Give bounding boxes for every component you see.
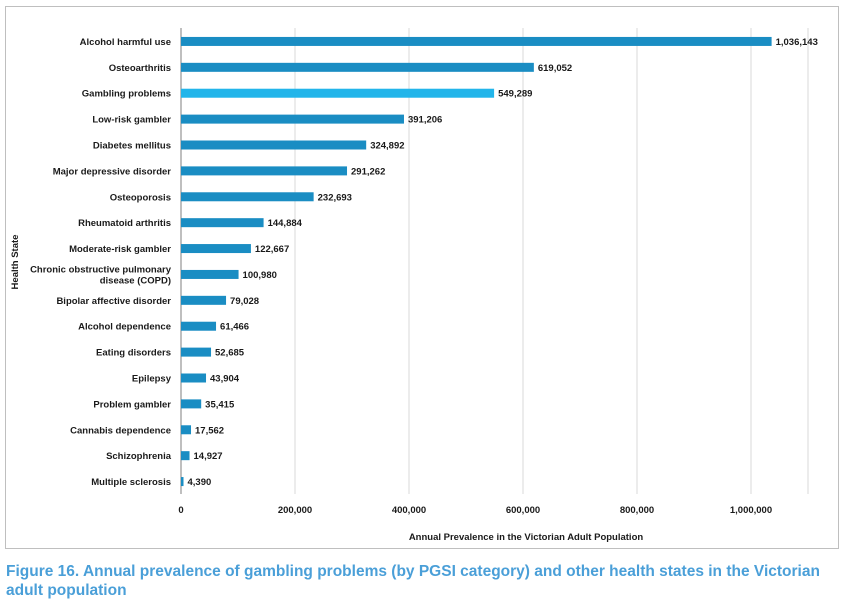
- data-label: 122,667: [255, 244, 289, 255]
- category-label: Alcohol harmful use: [80, 37, 171, 48]
- bar: [181, 321, 217, 331]
- bar: [181, 88, 495, 98]
- category-label: Bipolar affective disorder: [56, 296, 171, 307]
- y-axis-title: Health State: [10, 235, 21, 290]
- bar-chart: Alcohol harmful use Osteoarthritis Gamblin…: [10, 28, 818, 543]
- bar: [181, 269, 239, 279]
- data-label: 1,036,143: [776, 37, 818, 48]
- category-label: Alcohol dependence: [78, 322, 171, 333]
- data-label: 619,052: [538, 63, 572, 74]
- category-label: Epilepsy: [132, 374, 172, 385]
- x-tick-label: 400,000: [392, 505, 426, 516]
- category-label: Rheumatoid arthritis: [78, 218, 171, 229]
- bar: [181, 295, 227, 305]
- x-tick-label: 600,000: [506, 505, 540, 516]
- bars: [181, 36, 772, 487]
- data-label: 4,390: [188, 477, 212, 488]
- bar: [181, 425, 192, 435]
- category-label: Diabetes mellitus: [93, 141, 171, 152]
- bar: [181, 399, 202, 409]
- category-label: Gambling problems: [82, 89, 171, 100]
- data-label: 324,892: [370, 141, 404, 152]
- category-label: Low-risk gambler: [92, 115, 171, 126]
- category-label: Eating disorders: [96, 348, 171, 359]
- category-label: Problem gambler: [93, 399, 171, 410]
- bar: [181, 192, 314, 202]
- category-label: Chronic obstructive pulmonary disease (CO…: [30, 264, 172, 286]
- category-label: Multiple sclerosis: [91, 477, 171, 488]
- bar: [181, 373, 207, 383]
- bar: [181, 451, 190, 461]
- data-label: 61,466: [220, 322, 249, 333]
- data-label: 232,693: [318, 192, 352, 203]
- x-tick-label: 800,000: [620, 505, 654, 516]
- x-tick-label: 0: [178, 505, 183, 516]
- data-label: 14,927: [194, 451, 223, 462]
- figure-caption: Figure 16. Annual prevalence of gambling…: [6, 563, 820, 599]
- category-labels: Alcohol harmful use Osteoarthritis Gamblin…: [30, 37, 172, 488]
- value-labels: 1,036,143 619,052 549,289 391,206 324,892 291…: [188, 37, 818, 488]
- data-label: 100,980: [243, 270, 277, 281]
- data-label: 43,904: [210, 374, 240, 385]
- bar: [181, 36, 772, 46]
- category-label: Osteoporosis: [110, 192, 171, 203]
- bar: [181, 62, 534, 72]
- data-label: 144,884: [268, 218, 303, 229]
- x-tick-labels: 0 200,000 400,000 600,000 800,000 1,000,000: [178, 505, 772, 516]
- bar: [181, 218, 264, 228]
- gridlines: [180, 28, 809, 494]
- data-label: 549,289: [498, 89, 532, 100]
- x-tick-label: 200,000: [278, 505, 312, 516]
- category-label: Schizophrenia: [106, 451, 172, 462]
- data-label: 291,262: [351, 166, 385, 177]
- x-axis-title: Annual Prevalence in the Victorian Adult…: [409, 532, 644, 543]
- bar: [181, 140, 367, 150]
- category-label: Cannabis dependence: [70, 425, 171, 436]
- data-label: 17,562: [195, 425, 224, 436]
- category-label: Moderate-risk gambler: [69, 244, 171, 255]
- bar: [181, 244, 251, 254]
- category-label: Major depressive disorder: [53, 166, 172, 177]
- x-tick-label: 1,000,000: [730, 505, 772, 516]
- bar: [181, 477, 184, 487]
- data-label: 391,206: [408, 115, 442, 126]
- category-label: Osteoarthritis: [109, 63, 171, 74]
- data-label: 52,685: [215, 348, 245, 359]
- bar: [181, 347, 212, 357]
- data-label: 35,415: [205, 399, 235, 410]
- bar: [181, 166, 348, 176]
- bar: [181, 114, 404, 124]
- data-label: 79,028: [230, 296, 259, 307]
